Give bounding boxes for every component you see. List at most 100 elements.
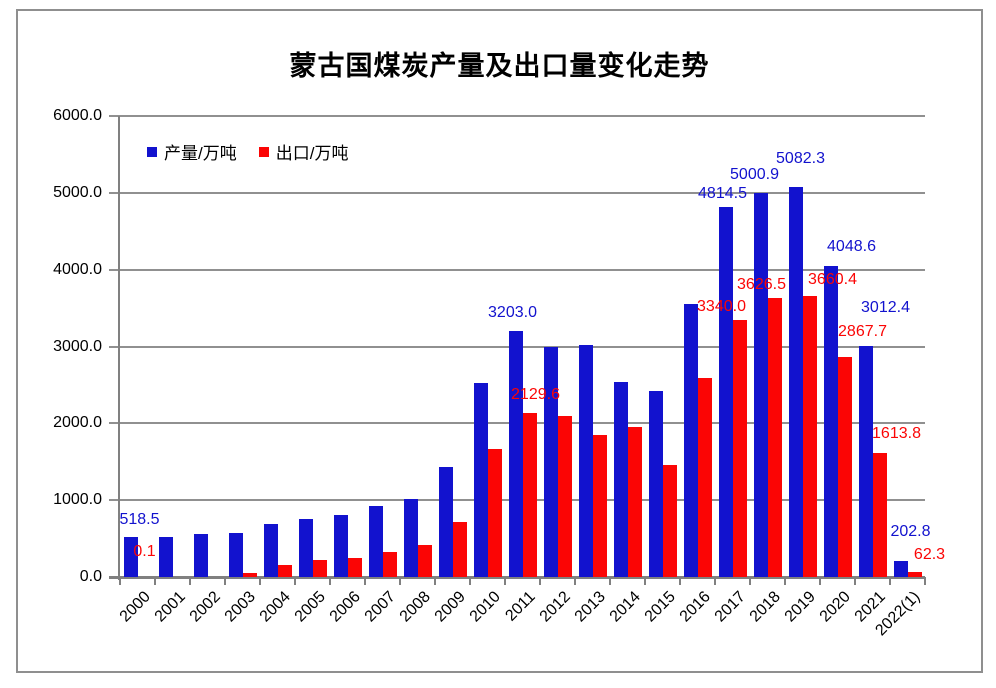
y-tick-label-5000: 5000.0 — [53, 183, 102, 201]
bar-export-2021 — [872, 453, 887, 577]
gridline-5000 — [109, 191, 925, 194]
data-label-export-2018: 3626.5 — [737, 276, 786, 294]
legend-swatch-export — [258, 146, 269, 157]
bar-export-2016 — [697, 378, 712, 577]
x-axis-tick-16 — [679, 577, 681, 585]
x-axis-tick-10 — [469, 577, 471, 585]
bar-production-2005 — [298, 518, 313, 577]
x-axis-tick-18 — [749, 577, 751, 585]
y-tick-label-0: 0.0 — [79, 568, 102, 585]
data-label-export-2000: 0.1 — [133, 542, 156, 560]
bar-export-2017 — [732, 320, 747, 577]
data-label-production-2011: 3203.0 — [488, 303, 537, 321]
bar-production-2002 — [193, 533, 208, 577]
bar-export-2020 — [837, 356, 852, 577]
bar-export-2012 — [557, 416, 572, 577]
bar-production-2021 — [858, 345, 873, 577]
x-axis-tick-9 — [434, 577, 436, 585]
bar-export-2019 — [802, 295, 817, 577]
bar-production-2008 — [403, 499, 418, 577]
x-axis-tick-22 — [889, 577, 891, 585]
bar-production-2001 — [158, 537, 173, 577]
legend-item-production: 产量/万吨 — [147, 139, 237, 164]
bar-production-2020 — [823, 265, 838, 577]
data-label-production-2000: 518.5 — [119, 511, 160, 529]
data-label-export-2022(1): 62.3 — [913, 546, 946, 564]
x-axis-tick-23 — [924, 577, 926, 585]
data-label-production-2020: 4048.6 — [827, 237, 876, 255]
bar-export-2010 — [487, 449, 502, 577]
x-axis-tick-19 — [784, 577, 786, 585]
legend: 产量/万吨 出口/万吨 — [147, 139, 348, 164]
bar-export-2003 — [242, 573, 257, 577]
x-axis-tick-17 — [714, 577, 716, 585]
y-tick-label-6000: 6000.0 — [53, 107, 102, 124]
data-label-export-2021: 1613.8 — [872, 425, 921, 442]
y-tick-label-1000: 1000.0 — [53, 491, 102, 509]
data-label-production-2022(1): 202.8 — [890, 523, 931, 541]
x-axis-tick-4 — [259, 577, 261, 585]
data-label-production-2018: 5000.9 — [730, 165, 779, 183]
bar-export-2009 — [452, 522, 467, 577]
bar-production-2011 — [508, 330, 523, 577]
x-axis-tick-8 — [399, 577, 401, 585]
x-axis-tick-5 — [294, 577, 296, 585]
bar-production-2022(1) — [893, 561, 908, 577]
legend-label-production: 产量/万吨 — [164, 144, 237, 163]
legend-item-export: 出口/万吨 — [258, 139, 349, 164]
bar-export-2013 — [592, 435, 607, 577]
legend-swatch-production — [147, 146, 157, 157]
bar-export-2018 — [767, 298, 782, 577]
bar-production-2015 — [648, 390, 663, 577]
bar-production-2003 — [228, 532, 243, 577]
bar-production-2000 — [123, 537, 138, 577]
x-axis-tick-1 — [154, 577, 156, 585]
bar-production-2014 — [613, 381, 628, 577]
bar-production-2007 — [368, 505, 383, 577]
data-label-production-2017: 4814.5 — [698, 185, 747, 203]
legend-label-export: 出口/万吨 — [275, 144, 349, 163]
x-axis-tick-12 — [539, 577, 541, 585]
bar-production-2009 — [438, 467, 453, 577]
data-label-export-2020: 2867.7 — [838, 322, 887, 340]
x-axis-tick-3 — [224, 577, 226, 585]
y-axis-line — [118, 116, 120, 580]
bar-production-2017 — [718, 207, 733, 577]
x-axis-tick-21 — [854, 577, 856, 585]
bar-production-2019 — [788, 186, 803, 577]
gridline-4000 — [109, 268, 925, 271]
bar-export-2011 — [522, 413, 537, 577]
bar-export-2008 — [417, 545, 432, 577]
gridline-6000 — [109, 115, 925, 117]
bar-production-2012 — [543, 347, 558, 577]
gridline-0 — [109, 576, 925, 579]
y-tick-label-3000: 3000.0 — [53, 337, 102, 355]
x-axis-tick-11 — [504, 577, 506, 585]
bar-production-2016 — [683, 303, 698, 577]
data-label-export-2019: 3660.4 — [808, 270, 857, 288]
bar-production-2004 — [263, 524, 278, 577]
x-axis-tick-15 — [644, 577, 646, 585]
bar-export-2022(1) — [907, 572, 922, 577]
bar-export-2014 — [627, 426, 642, 577]
x-axis-tick-0 — [119, 577, 121, 585]
bar-production-2013 — [578, 345, 593, 577]
data-label-production-2021: 3012.4 — [861, 298, 910, 316]
bar-production-2010 — [473, 383, 488, 577]
y-tick-label-4000: 4000.0 — [53, 260, 102, 278]
bar-production-2006 — [333, 514, 348, 577]
x-axis-tick-2 — [189, 577, 191, 585]
chart-title: 蒙古国煤炭产量及出口量变化走势 — [289, 51, 710, 81]
bar-export-2007 — [382, 551, 397, 577]
data-label-production-2019: 5082.3 — [776, 149, 825, 167]
data-label-export-2011: 2129.6 — [511, 386, 560, 404]
x-axis-tick-14 — [609, 577, 611, 585]
x-axis-tick-13 — [574, 577, 576, 585]
bar-production-2018 — [753, 192, 768, 577]
x-axis-tick-20 — [819, 577, 821, 585]
bar-export-2006 — [347, 557, 362, 577]
bar-export-2004 — [277, 564, 292, 577]
x-axis-tick-7 — [364, 577, 366, 585]
bar-export-2015 — [662, 465, 677, 577]
